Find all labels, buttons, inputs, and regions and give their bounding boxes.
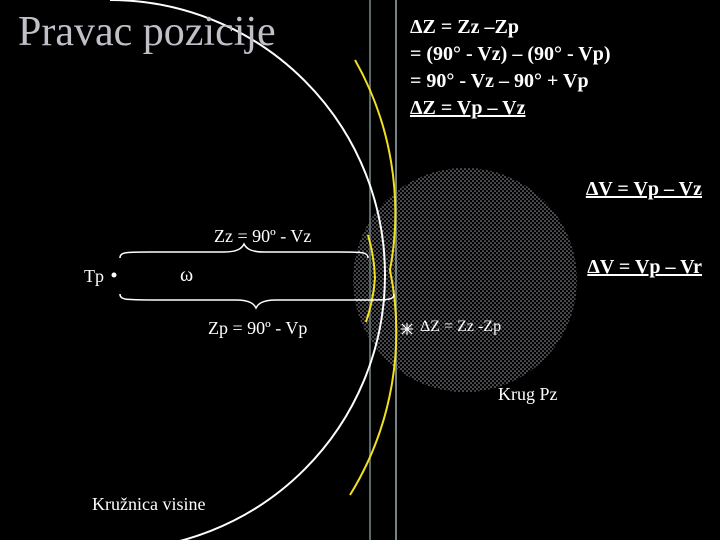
large-white-arc <box>110 0 385 540</box>
brace-lower <box>120 294 394 308</box>
eq-dv-vz: ΔV = Vp – Vz <box>586 178 702 201</box>
eq-line-2: = (90° - Vz) – (90° - Vp) <box>410 41 611 68</box>
eq-line-1: ΔZ = Zz –Zp <box>410 14 611 41</box>
page-title: Pravac pozicije <box>18 8 276 56</box>
yellow-arc <box>350 60 396 495</box>
label-zp: Zp = 90º - Vp <box>208 318 307 339</box>
inner-yellow-arc <box>366 235 375 322</box>
label-krugpz: Krug Pz <box>498 384 558 405</box>
eq-dv-vr: ΔV = Vp – Vr <box>587 256 702 279</box>
eq-line-3: = 90° - Vz – 90° + Vp <box>410 68 611 95</box>
eq-line-4: ΔZ = Vp – Vz <box>410 95 611 122</box>
label-zz: Zz = 90º - Vz <box>214 226 311 247</box>
equation-block: ΔZ = Zz –Zp = (90° - Vz) – (90° - Vp) = … <box>410 14 611 122</box>
label-dz-small: ΔZ = Zz -Zp <box>420 318 501 336</box>
label-omega: ω <box>180 264 193 287</box>
asterisk-mark <box>401 323 413 335</box>
tp-dot <box>112 273 117 278</box>
dotted-circle <box>353 168 577 392</box>
label-kruznica: Kružnica visine <box>92 494 205 515</box>
label-tp: Tp <box>84 266 104 287</box>
